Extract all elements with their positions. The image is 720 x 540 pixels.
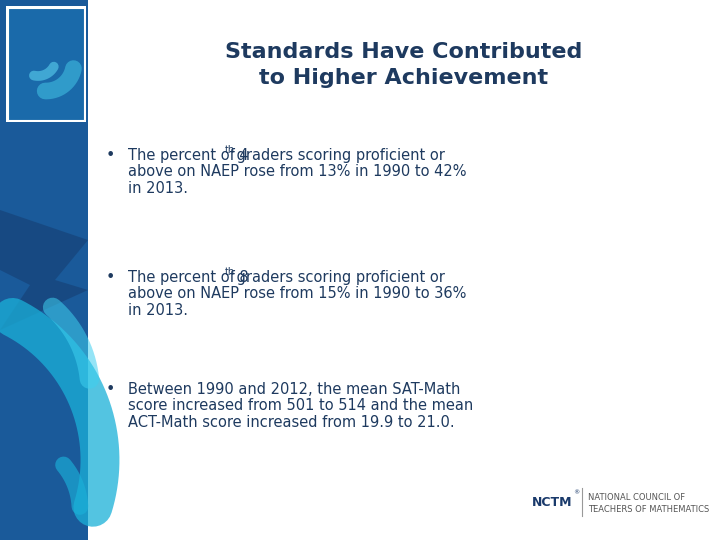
Text: in 2013.: in 2013. [128, 181, 188, 196]
Text: TEACHERS OF MATHEMATICS: TEACHERS OF MATHEMATICS [588, 505, 709, 515]
Text: ACT-Math score increased from 19.9 to 21.0.: ACT-Math score increased from 19.9 to 21… [128, 415, 454, 430]
Text: •: • [105, 270, 114, 285]
Text: above on NAEP rose from 13% in 1990 to 42%: above on NAEP rose from 13% in 1990 to 4… [128, 165, 467, 179]
Text: th: th [225, 267, 235, 277]
Text: Between 1990 and 2012, the mean SAT-Math: Between 1990 and 2012, the mean SAT-Math [128, 382, 460, 397]
Text: ®: ® [573, 490, 580, 496]
Polygon shape [0, 210, 88, 330]
Text: above on NAEP rose from 15% in 1990 to 36%: above on NAEP rose from 15% in 1990 to 3… [128, 287, 467, 301]
Text: The percent of 8: The percent of 8 [128, 270, 248, 285]
Text: Standards Have Contributed: Standards Have Contributed [225, 42, 582, 62]
Text: NATIONAL COUNCIL OF: NATIONAL COUNCIL OF [588, 494, 685, 503]
Text: •: • [105, 382, 114, 397]
Text: to Higher Achievement: to Higher Achievement [259, 68, 549, 88]
Text: in 2013.: in 2013. [128, 303, 188, 318]
Bar [6, 6, 86, 122]
Text: th: th [225, 145, 235, 155]
Text: graders scoring proficient or: graders scoring proficient or [233, 148, 445, 163]
Text: score increased from 501 to 514 and the mean: score increased from 501 to 514 and the … [128, 399, 473, 414]
Text: •: • [105, 148, 114, 163]
Text: graders scoring proficient or: graders scoring proficient or [233, 270, 445, 285]
Bar [8, 8, 84, 120]
Text: The percent of 4: The percent of 4 [128, 148, 248, 163]
Bar [0, 0, 88, 540]
Text: NCTM: NCTM [532, 496, 572, 509]
